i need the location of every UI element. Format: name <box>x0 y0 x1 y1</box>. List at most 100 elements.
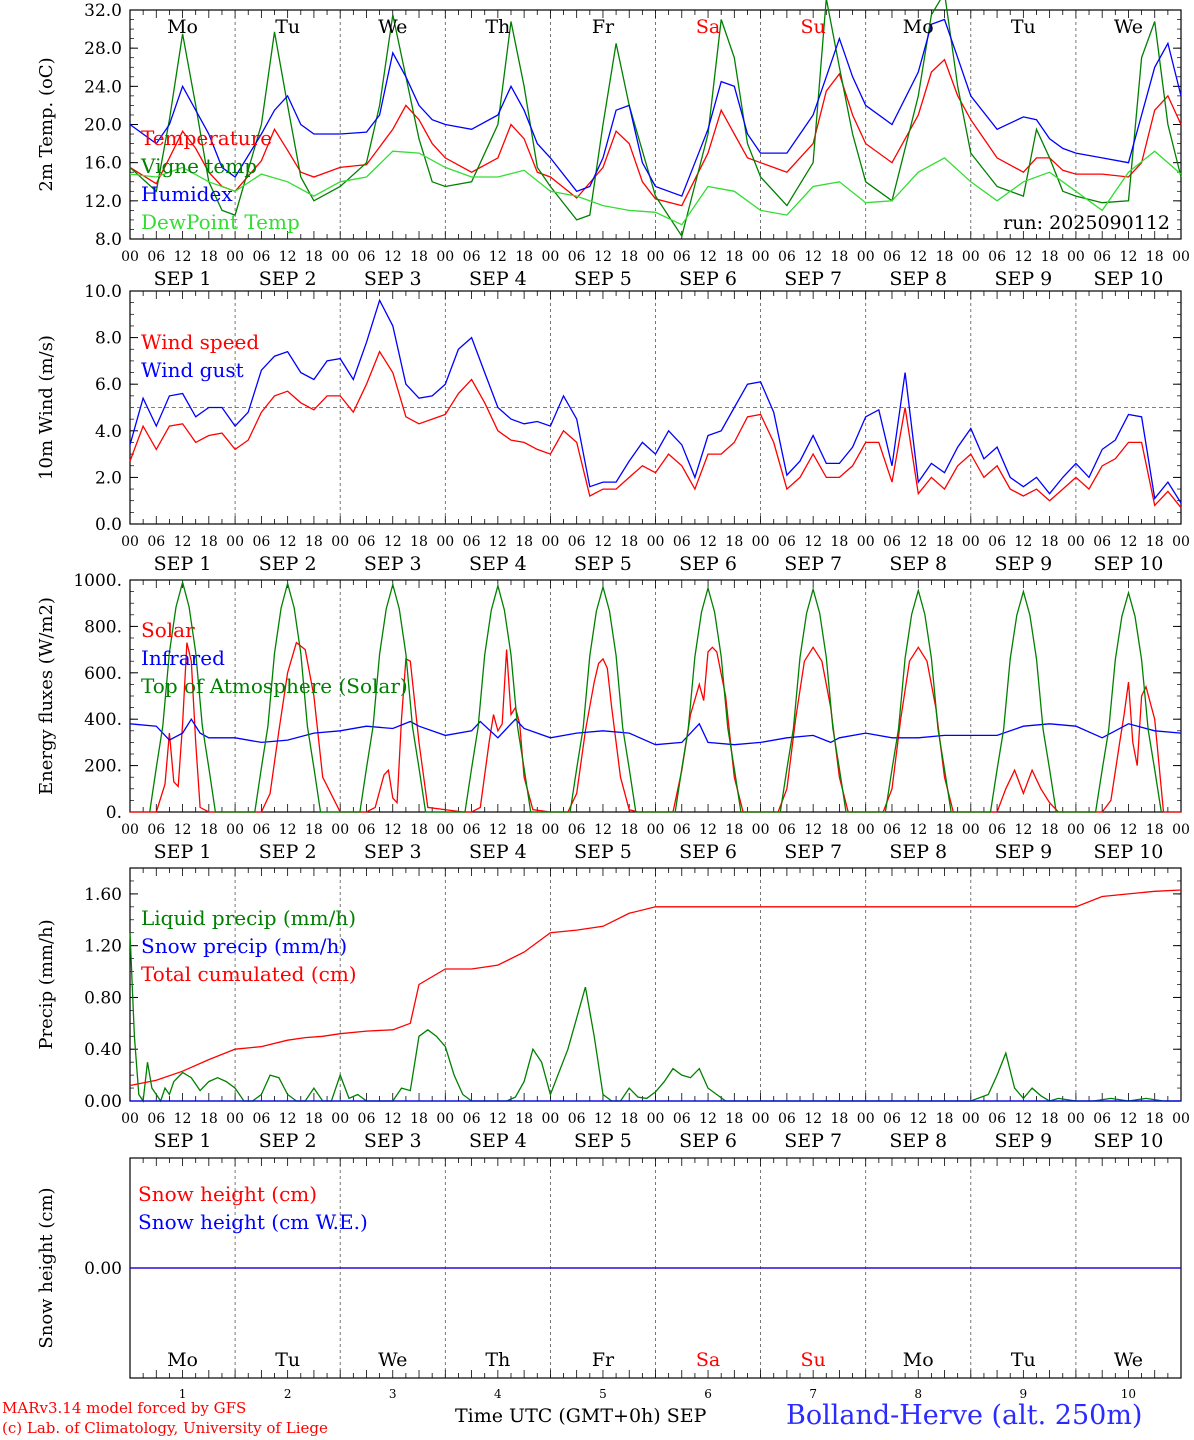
hour-tick-label: 06 <box>568 249 586 265</box>
hour-tick-label: 06 <box>1093 249 1111 265</box>
hour-tick-label: 06 <box>463 249 481 265</box>
y-tick-label: 16.0 <box>84 154 122 174</box>
day-number-label: 7 <box>809 1387 817 1401</box>
legend-entry: Infrared <box>141 646 225 670</box>
y-axis-label: Precip (mm/h) <box>36 919 57 1049</box>
day-name-top: Mo <box>167 16 198 38</box>
hour-tick-label: 18 <box>1041 534 1059 550</box>
y-tick-label: 20.0 <box>84 116 122 136</box>
hour-tick-label: 06 <box>883 1111 901 1127</box>
panel-energy <box>129 579 1182 813</box>
hour-tick-label: 12 <box>174 822 192 838</box>
hour-tick-label: 12 <box>909 822 927 838</box>
date-label: SEP 1 <box>154 841 212 863</box>
hour-tick-label: 12 <box>279 822 297 838</box>
panel-precip <box>129 867 1182 1103</box>
series-energy-1 <box>129 717 1182 746</box>
date-label: SEP 4 <box>469 841 527 863</box>
hour-tick-label: 12 <box>594 1111 612 1127</box>
hour-tick-label: 12 <box>699 249 717 265</box>
day-name-bottom: Sa <box>696 1349 720 1371</box>
hour-tick-label: 12 <box>594 534 612 550</box>
hour-tick-label: 06 <box>147 534 165 550</box>
date-label: SEP 6 <box>679 553 737 575</box>
hour-tick-label: 18 <box>200 1111 218 1127</box>
hour-tick-label: 00 <box>857 249 875 265</box>
hour-tick-label: 12 <box>1120 822 1138 838</box>
series-wind-1 <box>129 298 1182 504</box>
date-label: SEP 3 <box>364 841 422 863</box>
hour-tick-label: 18 <box>936 822 954 838</box>
hour-tick-label: 18 <box>410 1111 428 1127</box>
date-label: SEP 3 <box>364 268 422 290</box>
hour-tick-label: 12 <box>384 822 402 838</box>
hour-tick-label: 12 <box>1120 249 1138 265</box>
hour-tick-label: 12 <box>909 534 927 550</box>
date-label: SEP 10 <box>1094 268 1164 290</box>
hour-tick-label: 00 <box>752 822 770 838</box>
hour-tick-label: 12 <box>699 534 717 550</box>
hour-tick-label: 06 <box>147 1111 165 1127</box>
hour-tick-label: 18 <box>1146 249 1164 265</box>
y-tick-label: 28.0 <box>84 39 122 59</box>
day-number-label: 2 <box>284 1387 292 1401</box>
y-tick-label: 200. <box>84 757 122 777</box>
date-label: SEP 6 <box>679 268 737 290</box>
hour-tick-label: 12 <box>384 534 402 550</box>
date-label: SEP 2 <box>259 1130 317 1152</box>
date-label: SEP 8 <box>889 553 947 575</box>
hour-tick-label: 00 <box>962 822 980 838</box>
hour-tick-label: 12 <box>384 1111 402 1127</box>
hour-tick-label: 12 <box>1014 249 1032 265</box>
date-label: SEP 6 <box>679 1130 737 1152</box>
hour-tick-label: 06 <box>147 249 165 265</box>
day-name-top: Su <box>801 16 826 38</box>
hour-tick-label: 00 <box>331 1111 349 1127</box>
hour-tick-label: 06 <box>883 249 901 265</box>
date-label: SEP 9 <box>994 1130 1052 1152</box>
hour-tick-label: 12 <box>909 1111 927 1127</box>
y-tick-label: 10.0 <box>84 282 122 302</box>
hour-tick-label: 18 <box>936 249 954 265</box>
day-name-top: We <box>378 16 407 38</box>
hour-tick-label: 00 <box>647 1111 665 1127</box>
day-name-bottom: Mo <box>903 1349 934 1371</box>
hour-tick-label: 12 <box>489 249 507 265</box>
day-name-bottom: Mo <box>167 1349 198 1371</box>
hour-tick-label: 06 <box>358 822 376 838</box>
hour-tick-label: 12 <box>594 249 612 265</box>
hour-tick-label: 06 <box>988 822 1006 838</box>
hour-tick-label: 00 <box>331 249 349 265</box>
hour-tick-label: 12 <box>279 249 297 265</box>
day-name-bottom: Tu <box>1011 1349 1036 1371</box>
y-tick-label: 8.0 <box>95 230 122 250</box>
hour-tick-label: 12 <box>804 822 822 838</box>
y-axis-label: Snow height (cm) <box>36 1187 57 1348</box>
day-name-bottom: Th <box>485 1349 510 1371</box>
hour-tick-label: 12 <box>1120 1111 1138 1127</box>
legend-entry: Solar <box>141 618 195 642</box>
hour-tick-label: 18 <box>515 534 533 550</box>
hour-tick-label: 12 <box>699 822 717 838</box>
date-label: SEP 1 <box>154 268 212 290</box>
hour-tick-label: 18 <box>936 1111 954 1127</box>
date-label: SEP 7 <box>784 553 842 575</box>
hour-tick-label: 00 <box>121 534 139 550</box>
hour-tick-label: 00 <box>857 534 875 550</box>
date-label: SEP 5 <box>574 553 632 575</box>
y-tick-label: 0.00 <box>84 1259 122 1279</box>
date-label: SEP 2 <box>259 268 317 290</box>
hour-tick-label: 06 <box>358 534 376 550</box>
y-axis-label: 2m Temp. (oC) <box>36 57 57 191</box>
legend-entry: Temperature <box>141 126 272 150</box>
hour-tick-label: 12 <box>909 249 927 265</box>
hour-tick-label: 06 <box>988 1111 1006 1127</box>
hour-tick-label: 06 <box>568 534 586 550</box>
day-number-label: 6 <box>704 1387 712 1401</box>
date-label: SEP 9 <box>994 268 1052 290</box>
hour-tick-label: 18 <box>831 249 849 265</box>
hour-tick-label: 00 <box>436 249 454 265</box>
panel-temperature <box>129 0 1182 240</box>
date-label: SEP 9 <box>994 841 1052 863</box>
hour-tick-label: 00 <box>541 249 559 265</box>
